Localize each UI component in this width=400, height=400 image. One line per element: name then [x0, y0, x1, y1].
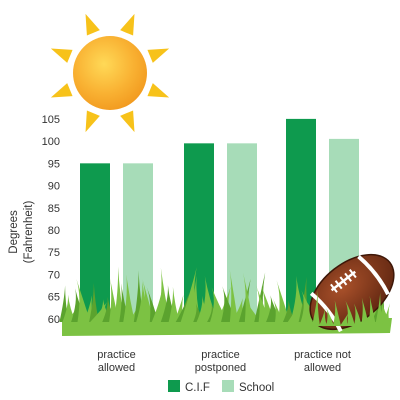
football-stripe [357, 254, 390, 296]
y-axis-title-line: Degrees [8, 210, 20, 254]
grass-blade [89, 282, 99, 322]
grass-blade [361, 297, 369, 326]
sun-ray [85, 13, 100, 36]
sun-icon [50, 13, 170, 133]
sun-ray [147, 83, 170, 98]
football-lace-stitch [348, 269, 357, 279]
sun-core [73, 36, 147, 110]
grass-blade [382, 303, 390, 326]
svg-text:Degrees(Fahrenheit): Degrees (Fahrenheit) [8, 201, 35, 264]
sun-ray [50, 48, 73, 63]
y-axis-ticks: 60 65 70 75 80 85 90 95 100 105 [42, 114, 60, 326]
grass-blade [229, 269, 239, 322]
x-category-label: practice postponed [195, 349, 246, 374]
sun-ray [120, 110, 135, 133]
x-category-label: practice allowed [97, 349, 136, 374]
y-tick-label: 60 [48, 314, 60, 326]
grass-blade [333, 300, 341, 326]
grass-blade [123, 274, 135, 322]
sun-ray [120, 13, 135, 36]
grass-blade [319, 308, 327, 326]
grass-blade [368, 295, 376, 326]
football-lace-stitch [339, 276, 348, 286]
grass-base [62, 318, 392, 336]
legend: C.I.F School [168, 380, 274, 394]
sun-ray [147, 48, 170, 63]
grass-blade [312, 290, 320, 326]
grass-blade [76, 279, 91, 322]
y-axis-title: Degrees (Fahrenheit) [8, 201, 35, 264]
legend-swatch [168, 380, 180, 392]
grass-blade [340, 311, 350, 326]
grass-blade [326, 308, 334, 326]
football-lace-stitch [334, 280, 343, 290]
grass-blade [345, 300, 355, 326]
football-stripe [309, 291, 343, 333]
grass-blade [276, 280, 291, 322]
grass-blade [375, 292, 383, 326]
sun-ray [85, 110, 100, 133]
bars-group [80, 118, 359, 330]
grass-blade [300, 290, 318, 322]
y-tick-label: 80 [48, 225, 60, 237]
y-tick-label: 75 [48, 247, 60, 259]
football-lace-stitch [344, 272, 352, 282]
y-tick-label: 65 [48, 292, 60, 304]
grass-blade [210, 287, 228, 322]
grass-blade [221, 286, 237, 322]
legend-label: C.I.F [185, 382, 210, 394]
legend-label: School [239, 382, 274, 394]
y-tick-label: 100 [42, 136, 60, 148]
x-category-label: practice not allowed [294, 349, 351, 374]
x-axis-labels: practice allowed practice postponed practice… [97, 349, 351, 374]
grass-blade [354, 303, 362, 326]
y-axis-title-line: (Fahrenheit) [23, 201, 35, 264]
y-tick-label: 105 [42, 114, 60, 126]
grass-blade [168, 286, 180, 322]
legend-swatch [222, 380, 234, 392]
y-tick-label: 90 [48, 181, 60, 193]
football-icon [309, 253, 395, 333]
y-tick-label: 95 [48, 158, 60, 170]
y-tick-label: 85 [48, 203, 60, 215]
football-lace-stitch [330, 283, 338, 293]
sun-ray [50, 83, 73, 98]
y-tick-label: 70 [48, 269, 60, 281]
